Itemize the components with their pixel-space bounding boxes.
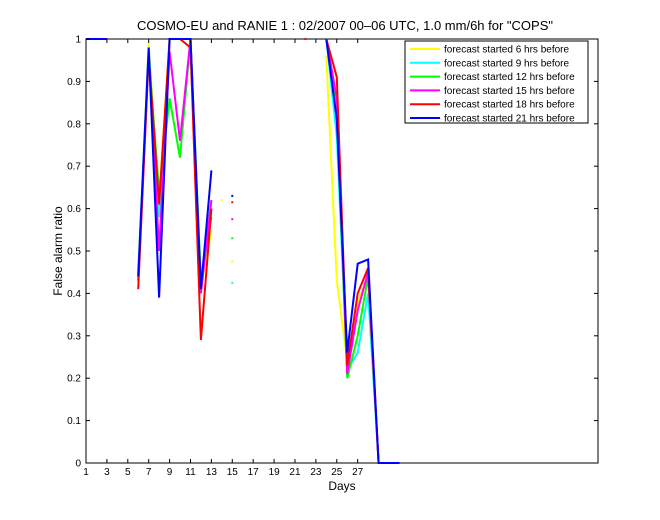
y-tick-label: 0.4 [67, 289, 81, 300]
legend-label: forecast started 15 hrs before [444, 86, 575, 97]
x-tick-label: 1 [83, 467, 89, 478]
chart-title: COSMO-EU and RANIE 1 : 02/2007 00–06 UTC… [137, 18, 553, 33]
y-tick-label: 0.3 [67, 331, 81, 342]
x-tick-label: 13 [206, 467, 218, 478]
series-layer [86, 38, 400, 464]
x-tick-label: 7 [146, 467, 152, 478]
legend-box [404, 40, 589, 124]
ticks-layer: 1 3 5 7 9 11 13 15 17 19 21 23 25 2700.10.20.30.40.50… [67, 35, 598, 478]
x-tick-label: 23 [310, 467, 322, 478]
y-tick-label: 0.2 [67, 374, 81, 385]
y-tick-label: 0.5 [67, 247, 81, 258]
legend: forecast started 6 hrs before forecast st… [404, 40, 589, 125]
y-tick-label: 0 [75, 459, 81, 470]
x-tick-label: 3 [104, 467, 110, 478]
x-tick-label: 21 [289, 467, 301, 478]
y-tick-label: 0.1 [67, 416, 81, 427]
series-point [231, 201, 234, 204]
y-tick-label: 0.8 [67, 119, 81, 130]
legend-label: forecast started 21 hrs before [444, 114, 575, 125]
series-point [231, 218, 234, 221]
y-tick-label: 0.9 [67, 77, 81, 88]
y-tick-label: 0.6 [67, 204, 81, 215]
series-point [231, 194, 234, 197]
y-axis-label: False alarm ratio [51, 206, 65, 296]
x-tick-label: 11 [185, 467, 196, 478]
x-tick-label: 25 [331, 467, 343, 478]
x-tick-label: 27 [352, 467, 364, 478]
series-point [304, 38, 307, 40]
legend-label: forecast started 9 hrs before [444, 58, 570, 69]
legend-label: forecast started 18 hrs before [444, 100, 575, 111]
legend-label: forecast started 12 hrs before [444, 72, 575, 83]
x-tick-label: 15 [227, 467, 239, 478]
x-axis-label: Days [328, 479, 355, 493]
series-point [231, 260, 234, 263]
x-tick-label: 9 [167, 467, 173, 478]
x-tick-label: 5 [125, 467, 131, 478]
series-point [220, 199, 223, 202]
legend-label: forecast started 6 hrs before [444, 45, 570, 56]
x-tick-label: 17 [248, 467, 260, 478]
y-tick-label: 1 [75, 35, 81, 46]
y-tick-label: 0.7 [67, 162, 81, 173]
series-line [137, 38, 213, 298]
series-line [325, 38, 400, 464]
x-tick-label: 19 [269, 467, 281, 478]
series-point [231, 237, 234, 240]
series-point [231, 281, 234, 284]
